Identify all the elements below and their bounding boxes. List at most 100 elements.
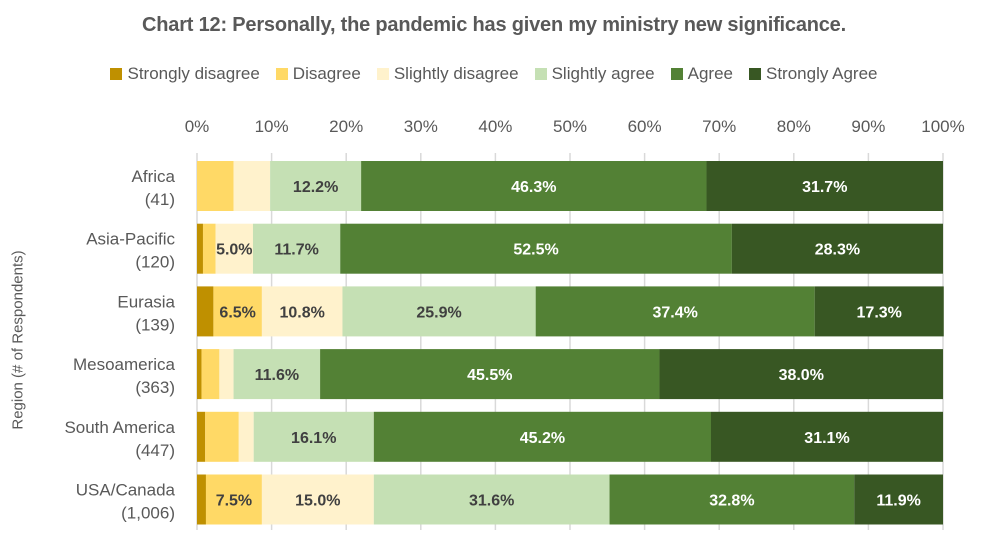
- bar-segment: [320, 349, 660, 400]
- x-tick-label: 30%: [404, 117, 438, 136]
- data-label: 28.3%: [815, 242, 860, 259]
- data-label: 32.8%: [709, 493, 754, 510]
- bar-segment: [659, 349, 943, 400]
- category-label: South America: [64, 418, 175, 437]
- bar-segment: [201, 349, 220, 400]
- data-label: 45.2%: [520, 430, 565, 447]
- category-label: Asia-Pacific: [86, 230, 175, 249]
- bar-segment: [373, 411, 711, 462]
- data-label: 15.0%: [295, 493, 340, 510]
- category-count: (139): [135, 315, 175, 334]
- legend-item: Disagree: [275, 64, 361, 84]
- data-label: 11.7%: [274, 242, 318, 259]
- x-axis-ticks: 0% 10% 20% 30% 40% 50% 60% 70% 80% 90% 100%: [185, 117, 965, 136]
- data-label: 31.6%: [469, 493, 514, 510]
- category-count: (120): [135, 253, 175, 272]
- x-tick-label: 90%: [851, 117, 885, 136]
- data-label: 7.5%: [216, 493, 252, 510]
- data-label: 38.0%: [779, 367, 824, 384]
- legend-item: Strongly disagree: [110, 64, 260, 84]
- category-label: Africa: [132, 167, 176, 186]
- legend-swatch: [670, 68, 683, 80]
- data-label: 31.1%: [804, 430, 849, 447]
- bar-segment: [233, 349, 321, 400]
- data-label: 52.5%: [513, 242, 558, 259]
- y-axis-categories: Africa (41) Asia-Pacific (120) Eurasia (139) M…: [64, 167, 175, 523]
- legend-label: Strongly disagree: [127, 64, 260, 83]
- bar-segment: [215, 223, 253, 274]
- bar-segment: [213, 286, 262, 337]
- bar-segment: [373, 474, 610, 525]
- bar-segment: [233, 161, 271, 211]
- bar-segment: [197, 223, 203, 274]
- legend-swatch: [110, 68, 123, 80]
- data-label: 17.3%: [857, 304, 902, 321]
- data-label: 45.5%: [467, 367, 512, 384]
- legend-swatch: [534, 68, 547, 80]
- category-count: (1,006): [121, 504, 175, 523]
- bar-segment: [238, 411, 254, 462]
- bar-segment: [731, 223, 943, 274]
- data-label: 46.3%: [511, 179, 556, 196]
- legend-swatch: [376, 68, 389, 80]
- bar-segment: [609, 474, 855, 525]
- bar-segment: [261, 286, 343, 337]
- category-count: (363): [135, 378, 175, 397]
- data-label: 5.0%: [216, 242, 252, 259]
- bar-segment: [270, 161, 362, 211]
- data-labels: 12.2% 46.3% 31.7% 5.0% 11.7% 52.5% 28.3% 6.5% 10…: [216, 179, 921, 510]
- bar-segment: [197, 474, 206, 525]
- data-label: 37.4%: [652, 304, 697, 321]
- bars: [197, 161, 944, 525]
- bar-segment: [205, 474, 262, 525]
- legend-label: Slightly disagree: [393, 64, 519, 83]
- category-label: Mesoamerica: [73, 355, 176, 374]
- data-label: 10.8%: [279, 304, 324, 321]
- data-label: 16.1%: [291, 430, 336, 447]
- bar-segment: [854, 474, 943, 525]
- bar-segment: [253, 411, 374, 462]
- gridlines: [196, 153, 944, 530]
- bar-segment: [205, 411, 239, 462]
- bar-segment: [535, 286, 815, 337]
- bar-segment: [197, 161, 234, 211]
- legend-label: Strongly Agree: [765, 64, 878, 83]
- x-tick-label: 100%: [921, 117, 964, 136]
- x-tick-label: 70%: [702, 117, 736, 136]
- data-label: 31.7%: [802, 179, 847, 196]
- bar-segment: [261, 474, 374, 525]
- x-tick-label: 0%: [185, 117, 210, 136]
- legend-label: Disagree: [292, 64, 361, 83]
- data-label: 11.6%: [255, 367, 299, 384]
- x-tick-label: 20%: [329, 117, 363, 136]
- legend-item: Agree: [670, 64, 733, 84]
- chart-title: Chart 12: Personally, the pandemic has g…: [142, 14, 846, 36]
- bar-segment: [706, 161, 943, 211]
- x-tick-label: 60%: [628, 117, 662, 136]
- legend: Strongly disagree Disagree Slightly disagr…: [0, 64, 988, 84]
- legend-item: Slightly agree: [534, 64, 655, 84]
- data-label: 11.9%: [876, 493, 920, 510]
- x-tick-label: 80%: [777, 117, 811, 136]
- data-label: 6.5%: [219, 304, 255, 321]
- bar-segment: [252, 223, 341, 274]
- category-count: (447): [135, 441, 175, 460]
- bar-segment: [202, 223, 216, 274]
- legend-item: Strongly Agree: [748, 64, 878, 84]
- bar-segment: [361, 161, 707, 211]
- legend-swatch: [275, 68, 288, 80]
- bar-segment: [197, 286, 214, 337]
- bar-segment: [340, 223, 732, 274]
- data-label: 25.9%: [416, 304, 461, 321]
- x-tick-label: 10%: [255, 117, 289, 136]
- data-label: 12.2%: [293, 179, 338, 196]
- bar-segment: [219, 349, 234, 400]
- bar-segment: [814, 286, 944, 337]
- category-label: Eurasia: [117, 292, 175, 311]
- bar-segment: [342, 286, 536, 337]
- legend-item: Slightly disagree: [376, 64, 519, 84]
- x-tick-label: 40%: [478, 117, 512, 136]
- bar-segment: [710, 411, 943, 462]
- category-label: USA/Canada: [76, 481, 176, 500]
